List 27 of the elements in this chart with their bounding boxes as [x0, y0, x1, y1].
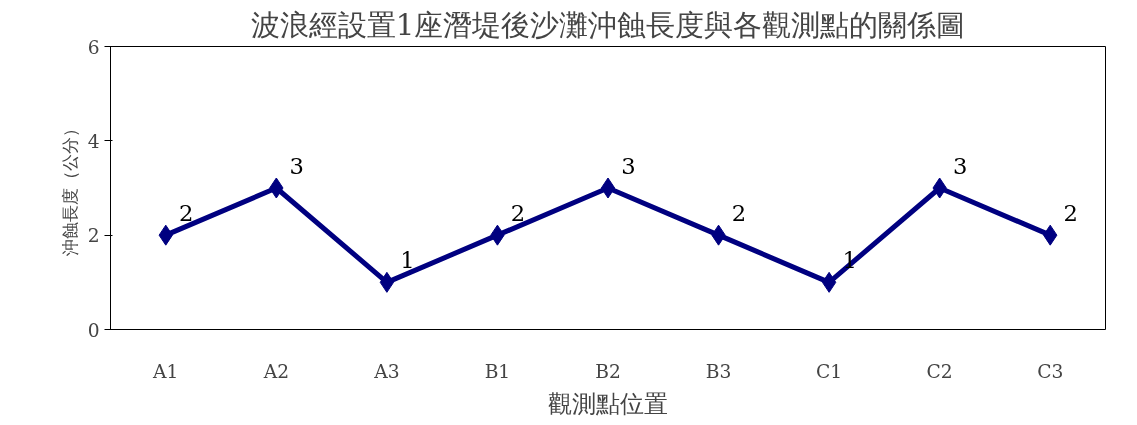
point: [821, 271, 837, 293]
data-label: 3: [621, 153, 636, 179]
chart-title: 波浪經設置1座潛堤後沙灘沖蝕長度與各觀測點的關係圖: [250, 7, 966, 42]
point: [600, 177, 616, 199]
data-label: 2: [1063, 200, 1078, 227]
y-tick-label: 2: [87, 225, 100, 247]
x-tick-label: B3: [705, 360, 732, 382]
y-axis-title: 沖蝕長度（公分）: [59, 120, 80, 256]
x-tick-label: A3: [373, 360, 400, 382]
data-label: 3: [952, 153, 968, 179]
point: [379, 271, 395, 293]
y-tick-label: 4: [87, 130, 100, 152]
x-tick-label: B1: [484, 360, 511, 382]
data-label: 3: [289, 153, 305, 179]
data-label: 2: [510, 200, 526, 227]
data-label: 2: [731, 200, 747, 227]
x-tick-label: C2: [926, 360, 953, 382]
x-tick-label: A2: [262, 360, 290, 382]
x-tick-label: B2: [595, 360, 621, 382]
x-axis-title: 觀測點位置: [548, 389, 668, 418]
y-tick-label: 0: [87, 319, 100, 341]
x-tick-label: C1: [816, 360, 843, 382]
x-tick-label: C3: [1037, 360, 1064, 382]
data-label: 1: [400, 247, 415, 274]
data-label: 2: [179, 200, 194, 227]
y-tick-label: 6: [87, 36, 100, 58]
x-tick-label: A1: [152, 360, 179, 382]
